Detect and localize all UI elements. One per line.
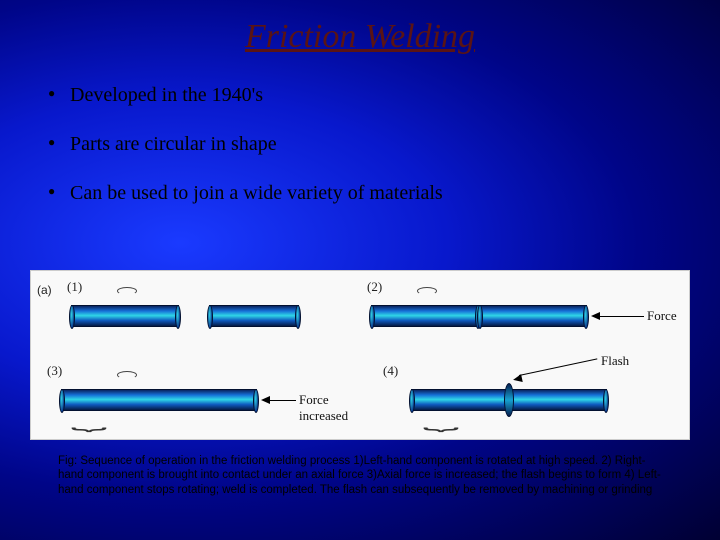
arrow-icon	[261, 396, 270, 404]
arrow-line	[600, 316, 644, 317]
annotation-force: Force	[647, 308, 677, 324]
cylinder-right	[479, 305, 587, 327]
arrow-icon	[512, 374, 522, 384]
cylinder-left	[71, 305, 179, 327]
panel-num: (4)	[383, 363, 398, 379]
arrow-icon	[591, 312, 600, 320]
rotation-icon	[417, 287, 437, 295]
annotation-force-increased: Force increased	[299, 392, 361, 424]
process-diagram: (a) (1) (2) Force (3) Force increased ⏟ …	[30, 270, 690, 440]
rotation-icon	[117, 287, 137, 295]
bullet-item: Can be used to join a wide variety of ma…	[48, 182, 720, 205]
panel-4: (4) Flash ⏟	[401, 363, 691, 435]
arrow-line	[270, 400, 296, 401]
panel-num: (1)	[67, 279, 82, 295]
rotation-icon	[117, 371, 137, 379]
annotation-flash: Flash	[601, 353, 629, 369]
panel-1: (1)	[61, 279, 341, 351]
slide-title: Friction Welding	[0, 0, 720, 56]
brace-icon: ⏟	[71, 409, 107, 432]
figure-caption: Fig: Sequence of operation in the fricti…	[58, 454, 668, 497]
flash-bulge	[504, 383, 514, 417]
panel-num: (2)	[367, 279, 382, 295]
panel-3: (3) Force increased ⏟	[41, 363, 361, 435]
bullet-list: Developed in the 1940's Parts are circul…	[48, 84, 720, 205]
cylinder-right	[209, 305, 299, 327]
bullet-item: Developed in the 1940's	[48, 84, 720, 107]
bullet-item: Parts are circular in shape	[48, 133, 720, 156]
panel-2: (2) Force	[361, 279, 681, 351]
arrow-line	[519, 358, 597, 376]
panel-label-a: (a)	[37, 283, 52, 297]
cylinder-joined	[61, 389, 257, 411]
panel-num: (3)	[47, 363, 62, 379]
brace-icon: ⏟	[423, 409, 459, 432]
cylinder-left	[371, 305, 479, 327]
